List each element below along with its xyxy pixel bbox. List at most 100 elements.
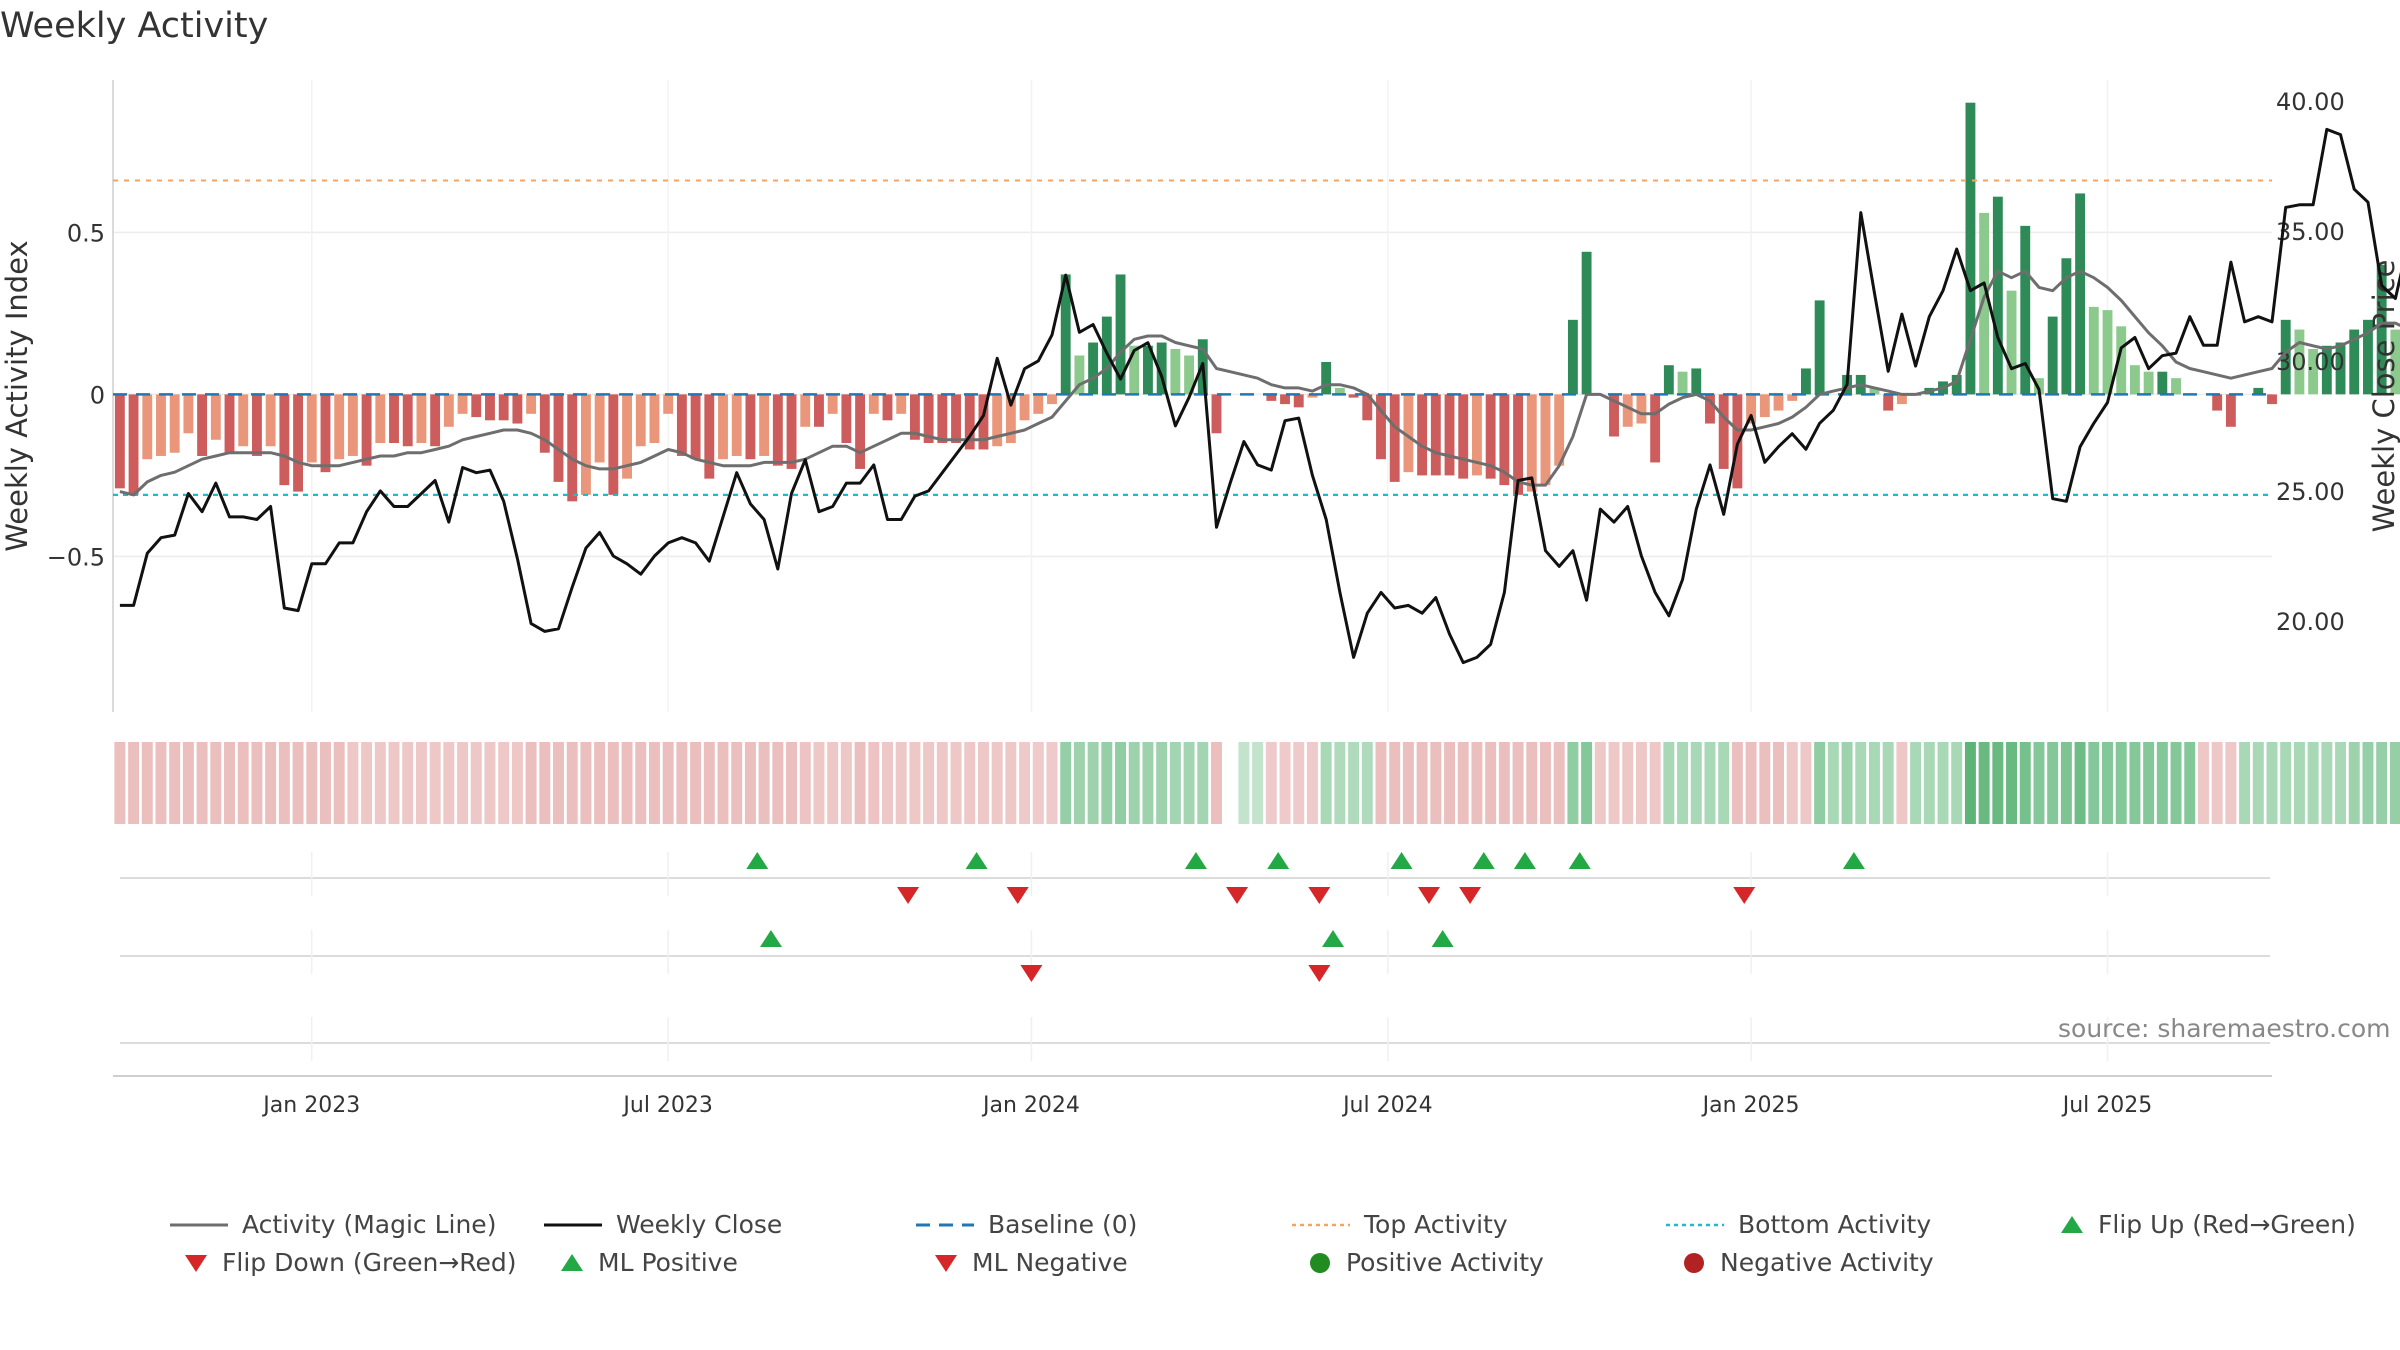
heatmap-cell [1512, 742, 1524, 824]
heatmap-cell [1293, 742, 1305, 824]
activity-bar [251, 394, 262, 456]
heatmap-cell [1539, 742, 1551, 824]
activity-bar [923, 394, 934, 443]
activity-bar [2335, 342, 2346, 395]
legend-circle [1310, 1252, 1330, 1273]
heatmap-cell [1073, 742, 1085, 824]
heatmap-cell [333, 742, 345, 824]
heatmap-cell [1306, 742, 1318, 824]
heatmap-cell [1773, 742, 1784, 824]
activity-bar [1677, 371, 1688, 395]
triangle-up-icon [1390, 852, 1413, 869]
source-credit: source: sharemaestro.com [2058, 1014, 2391, 1043]
x-tick-label: Jan 2025 [1701, 1093, 1800, 1118]
heatmap-cell [319, 742, 331, 824]
tri-up-legend-icon [561, 1253, 583, 1271]
heatmap-cell [2321, 742, 2333, 824]
x-tick-label: Jul 2023 [621, 1093, 713, 1118]
heatmap-cell [1635, 742, 1647, 824]
heatmap-cell [1265, 742, 1277, 824]
heatmap-cell [169, 742, 181, 824]
heatmap-cell [566, 742, 578, 824]
activity-bar [1060, 274, 1071, 395]
activity-bar [238, 394, 249, 447]
triangle-down-icon [1417, 887, 1440, 904]
activity-bar [430, 394, 441, 447]
activity-bar [334, 394, 345, 460]
activity-bar [156, 394, 166, 456]
heatmap-cell [415, 742, 427, 824]
activity-bar [1047, 394, 1057, 405]
heatmap-cell [717, 742, 729, 824]
activity-bar [759, 394, 770, 456]
triangle-down-icon [1020, 965, 1043, 982]
activity-bar [265, 394, 276, 447]
activity-bar [1362, 394, 1373, 421]
activity-bar [1622, 394, 1633, 427]
activity-bar [1458, 394, 1469, 479]
weekly-close-line [119, 127, 2400, 665]
activity-bar [1156, 342, 1167, 395]
heatmap-cell [1348, 742, 1360, 824]
heatmap-cell [1183, 742, 1195, 824]
heatmap-cell [964, 742, 976, 824]
activity-bar [718, 394, 728, 460]
heatmap-cell [1060, 742, 1072, 824]
legend-item: Flip Up (Red→Green) [2058, 1210, 2356, 1239]
heatmap-cell [1759, 742, 1771, 824]
activity-bar [663, 394, 674, 414]
activity-bar [1979, 212, 1990, 395]
heatmap-cell [2088, 742, 2100, 824]
heatmap-cell [511, 742, 523, 824]
heatmap-cell [1416, 742, 1428, 824]
legend-label: Negative Activity [1720, 1248, 1934, 1277]
heatmap-cell [607, 742, 619, 824]
tri-down-legend-icon [185, 1254, 207, 1272]
heatmap-cell [1389, 742, 1401, 824]
activity-bar [416, 394, 427, 443]
activity-bar [827, 394, 838, 414]
activity-bar [786, 394, 797, 469]
heatmap-cell [429, 742, 441, 824]
activity-bar [1184, 355, 1195, 395]
activity-bar [279, 394, 290, 486]
heatmap-cell [594, 742, 606, 824]
x-tick-label: Jul 2025 [2061, 1093, 2153, 1118]
heatmap-cell [1553, 742, 1565, 824]
heatmap-cell [827, 742, 839, 824]
activity-bar [1513, 394, 1523, 495]
axes: 0.50−0.540.0035.0030.0025.0020.00Weekly … [0, 80, 2400, 712]
activity-bar [855, 394, 866, 469]
heatmap-cell [882, 742, 893, 824]
heatmap-cell [237, 742, 249, 824]
y-tick-label: 0 [90, 381, 105, 409]
heatmap-cell [1896, 742, 1908, 824]
activity-bar [594, 394, 605, 463]
activity-bar [1554, 394, 1565, 466]
triangle-down-icon [1459, 887, 1482, 904]
heatmap-cell [2197, 742, 2209, 824]
heatmap-cell [2156, 742, 2168, 824]
activity-bar [2308, 349, 2319, 395]
legend-label: Top Activity [1364, 1210, 1508, 1239]
activity-bar [1430, 394, 1441, 476]
activity-bar [1814, 300, 1825, 395]
heatmap-cell [1142, 742, 1154, 824]
heatmap-cell [484, 742, 496, 824]
line-legend-icon [170, 1223, 228, 1226]
heatmap-cell [278, 742, 290, 824]
heatmap-cell [758, 742, 770, 824]
activity-bar [909, 394, 920, 440]
activity-bar [1417, 394, 1428, 476]
line-legend-icon [544, 1223, 602, 1226]
x-tick-label: Jan 2023 [261, 1093, 360, 1118]
legend-triangle-down [935, 1254, 957, 1272]
heatmap-cell [1690, 742, 1702, 824]
heatmap-cell [1622, 742, 1634, 824]
heatmap-cell [2211, 742, 2223, 824]
heatmap-cell [2170, 742, 2182, 824]
activity-bar [1883, 394, 1894, 411]
activity-bar [2390, 329, 2400, 395]
activity-bar [1526, 394, 1537, 492]
activity-bar [868, 394, 879, 414]
